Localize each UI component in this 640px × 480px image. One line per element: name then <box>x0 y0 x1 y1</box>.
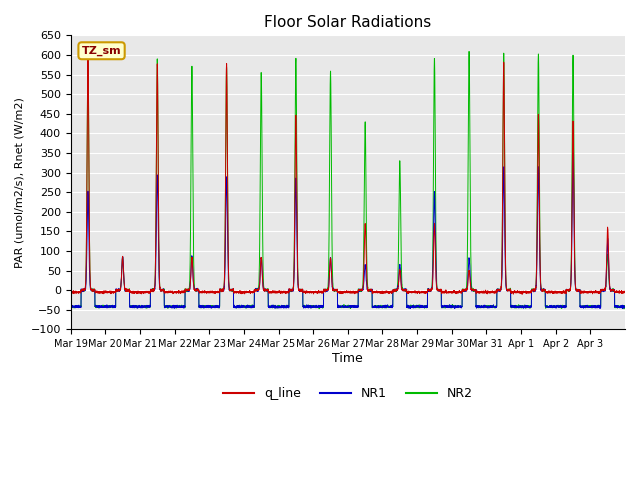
NR1 <box>398 287 406 293</box>
Legend: q_line, NR1, NR2: q_line, NR1, NR2 <box>218 383 478 406</box>
NR2 <box>398 282 406 288</box>
NR2 <box>182 288 189 294</box>
Line: NR2: NR2 <box>70 51 625 309</box>
q_line <box>398 287 406 293</box>
q_line <box>621 288 629 294</box>
q_line <box>84 48 92 54</box>
NR1 <box>406 306 414 312</box>
X-axis label: Time: Time <box>332 352 364 365</box>
Y-axis label: PAR (umol/m2/s), Rnet (W/m2): PAR (umol/m2/s), Rnet (W/m2) <box>15 97 25 268</box>
NR2 <box>500 57 508 63</box>
q_line <box>500 67 508 72</box>
q_line <box>182 287 189 292</box>
Text: TZ_sm: TZ_sm <box>82 46 122 56</box>
NR1 <box>369 304 376 310</box>
NR2 <box>369 304 376 310</box>
NR1 <box>569 150 577 156</box>
NR1 <box>527 303 535 309</box>
q_line <box>527 289 535 295</box>
NR1 <box>541 302 549 308</box>
NR2 <box>621 304 629 310</box>
q_line <box>67 288 74 294</box>
q_line <box>518 291 526 297</box>
Line: NR1: NR1 <box>70 153 625 309</box>
Line: q_line: q_line <box>70 51 625 294</box>
NR2 <box>527 303 535 309</box>
NR2 <box>465 48 473 54</box>
NR2 <box>67 304 74 310</box>
NR2 <box>620 306 628 312</box>
NR1 <box>182 288 189 294</box>
NR1 <box>621 304 629 310</box>
q_line <box>541 289 549 295</box>
Title: Floor Solar Radiations: Floor Solar Radiations <box>264 15 431 30</box>
NR1 <box>67 303 74 309</box>
q_line <box>369 290 376 296</box>
NR2 <box>541 303 549 309</box>
NR1 <box>500 168 508 173</box>
